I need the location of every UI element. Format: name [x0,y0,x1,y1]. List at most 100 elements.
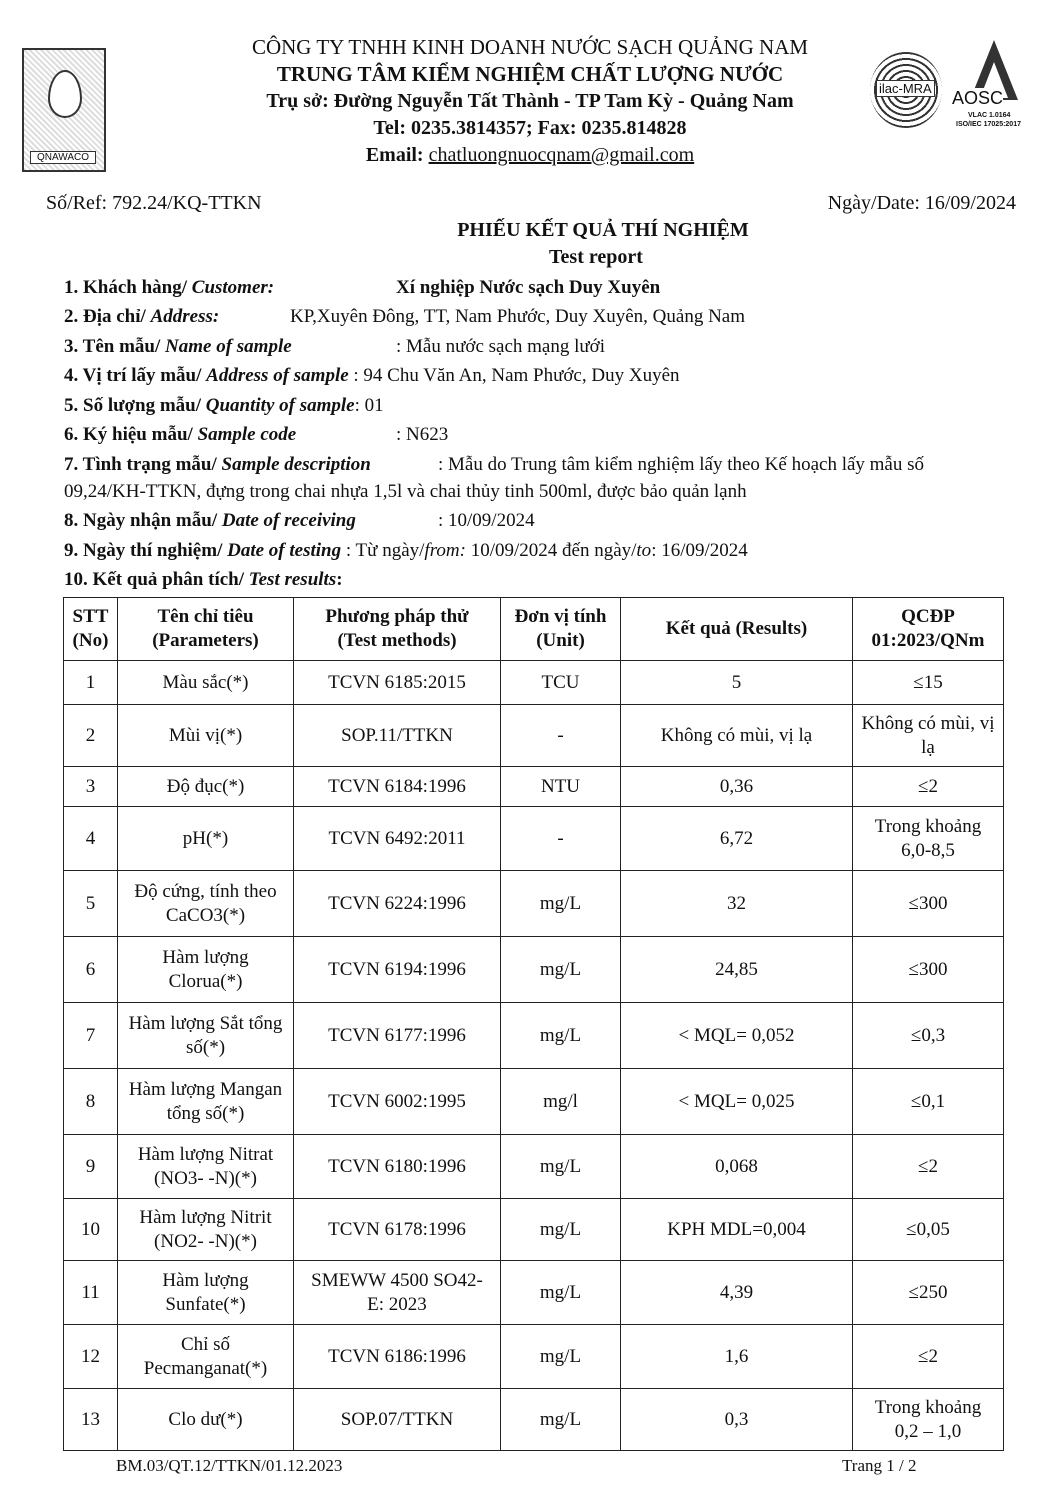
table-cell: 4,39 [620,1260,853,1325]
info-sample-name: 3. Tên mẫu/ Name of sample: Mẫu nước sạc… [64,336,606,357]
column-header: Tên chỉ tiêu (Parameters) [117,597,294,661]
table-cell: Trong khoảng 6,0-8,5 [852,806,1004,871]
report-date: Ngày/Date: 16/09/2024 [827,192,1016,214]
column-header: Phương pháp thử (Test methods) [293,597,501,661]
info-sample-code: 6. Ký hiệu mẫu/ Sample code: N623 [64,424,449,445]
ilac-mra-logo: ilac-MRA [870,52,942,128]
table-cell: ≤0,1 [852,1068,1004,1135]
page-number: Trang 1 / 2 [842,1456,917,1475]
info-test-results: 10. Kết quả phân tích/ Test results: [64,569,343,590]
table-cell: ≤2 [852,766,1004,807]
table-row: 1 Màu sắc(*) TCVN 6185:2015 TCU 5 ≤15 [63,660,1004,705]
table-cell: 32 [620,870,853,937]
table-cell: Hàm lượng Nitrit (NO2- -N)(*) [117,1198,294,1261]
column-header: QCĐP 01:2023/QNm [852,597,1004,661]
table-cell: 5 [620,660,853,705]
table-cell: TCVN 6194:1996 [293,936,501,1003]
header-text: STT [72,606,109,627]
info-customer: 1. Khách hàng/ Customer: Xí nghiệp Nước s… [64,277,661,298]
info-quantity: 5. Số lượng mẫu/ Quantity of sample: 01 [64,395,384,416]
table-cell: Mùi vị(*) [117,704,294,767]
table-row: 10 Hàm lượng Nitrit (NO2- -N)(*) TCVN 6178… [63,1198,1004,1261]
center-phone: Tel: 0235.3814357; Fax: 0235.814828 [373,117,687,139]
column-header: STT (No) [63,597,118,661]
table-row: 12 Chỉ số Pecmanganat(*) TCVN 6186:1996 mg/… [63,1324,1004,1389]
table-cell: 13 [63,1388,118,1451]
table-cell: Độ cứng, tính theo CaCO3(*) [117,870,294,937]
table-row: 11 Hàm lượng Sunfate(*) SMEWW 4500 SO42- E… [63,1260,1004,1325]
table-cell: 9 [63,1134,118,1199]
center-name: TRUNG TÂM KIỂM NGHIỆM CHẤT LƯỢNG NƯỚC [276,62,784,86]
table-cell: 12 [63,1324,118,1389]
table-cell: Hàm lượng Mangan tổng số(*) [117,1068,294,1135]
table-cell: Không có mùi, vị lạ [852,704,1004,767]
table-row: 7 Hàm lượng Sắt tổng số(*) TCVN 6177:1996 m… [63,1002,1004,1069]
table-cell: mg/L [500,1260,621,1325]
table-cell: TCU [500,660,621,705]
table-cell: ≤0,05 [852,1198,1004,1261]
table-cell: 7 [63,1002,118,1069]
table-cell: mg/L [500,1324,621,1389]
table-cell: Hàm lượng Nitrat (NO3- -N)(*) [117,1134,294,1199]
table-cell: NTU [500,766,621,807]
info-description-cont: 09,24/KH-TTKN, đựng trong chai nhựa 1,5l… [64,481,747,502]
table-cell: ≤15 [852,660,1004,705]
table-cell: 8 [63,1068,118,1135]
header-text: (Parameters) [152,630,259,651]
header-text: (Test methods) [337,630,457,651]
table-cell: mg/L [500,1002,621,1069]
table-cell: - [500,704,621,767]
header-text: (No) [72,630,109,651]
table-cell: mg/L [500,936,621,1003]
table-row: 9 Hàm lượng Nitrat (NO3- -N)(*) TCVN 6180:… [63,1134,1004,1199]
table-cell: mg/L [500,1198,621,1261]
form-code: BM.03/QT.12/TTKN/01.12.2023 [116,1456,343,1475]
header-text: (Unit) [536,630,585,651]
table-cell: ≤250 [852,1260,1004,1325]
table-cell: 1 [63,660,118,705]
table-row: 3 Độ đục(*) TCVN 6184:1996 NTU 0,36 ≤2 [63,766,1004,807]
table-cell: 5 [63,870,118,937]
info-description: 7. Tình trạng mẫu/ Sample description: M… [64,454,925,475]
table-cell: TCVN 6186:1996 [293,1324,501,1389]
table-cell: SMEWW 4500 SO42- E: 2023 [293,1260,501,1325]
table-cell: 2 [63,704,118,767]
email-label: Email: [365,144,424,166]
table-cell: ≤2 [852,1134,1004,1199]
table-cell: Hàm lượng Sắt tổng số(*) [117,1002,294,1069]
table-cell: TCVN 6224:1996 [293,870,501,937]
table-cell: Trong khoảng 0,2 – 1,0 [852,1388,1004,1451]
column-header: Đơn vị tính (Unit) [500,597,621,661]
table-cell: Clo dư(*) [117,1388,294,1451]
info-sample-address: 4. Vị trí lấy mẫu/ Address of sample : 9… [64,365,680,386]
table-row: 8 Hàm lượng Mangan tổng số(*) TCVN 6002:19… [63,1068,1004,1135]
table-cell: KPH MDL=0,004 [620,1198,853,1261]
table-row: 6 Hàm lượng Clorua(*) TCVN 6194:1996 mg/L 24… [63,936,1004,1003]
header-text: QCĐP [901,606,955,627]
table-cell: TCVN 6002:1995 [293,1068,501,1135]
table-cell: Độ đục(*) [117,766,294,807]
table-cell: ≤2 [852,1324,1004,1389]
table-cell: Màu sắc(*) [117,660,294,705]
info-receiving-date: 8. Ngày nhận mẫu/ Date of receiving: 10/… [64,510,535,531]
letterhead: CÔNG TY TNHH KINH DOANH NƯỚC SẠCH QUẢNG … [150,34,910,169]
table-cell: mg/L [500,1134,621,1199]
center-address: Trụ sở: Đường Nguyễn Tất Thành - TP Tam … [266,90,794,112]
table-cell: - [500,806,621,871]
table-cell: ≤0,3 [852,1002,1004,1069]
table-cell: 24,85 [620,936,853,1003]
table-cell: < MQL= 0,052 [620,1002,853,1069]
table-cell: Không có mùi, vị lạ [620,704,853,767]
report-subtitle: Test report [549,246,643,268]
header-text: Đơn vị tính [514,606,607,627]
table-row: 5 Độ cứng, tính theo CaCO3(*) TCVN 6224:19… [63,870,1004,937]
table-cell: TCVN 6492:2011 [293,806,501,871]
table-row: 2 Mùi vị(*) SOP.11/TTKN - Không có mùi, vị l… [63,704,1004,767]
table-cell: < MQL= 0,025 [620,1068,853,1135]
table-cell: TCVN 6185:2015 [293,660,501,705]
email-link[interactable]: chatluongnuocqnam@gmail.com [428,144,695,166]
column-header: Kết quả (Results) [620,597,853,661]
table-cell: 0,068 [620,1134,853,1199]
table-cell: 1,6 [620,1324,853,1389]
